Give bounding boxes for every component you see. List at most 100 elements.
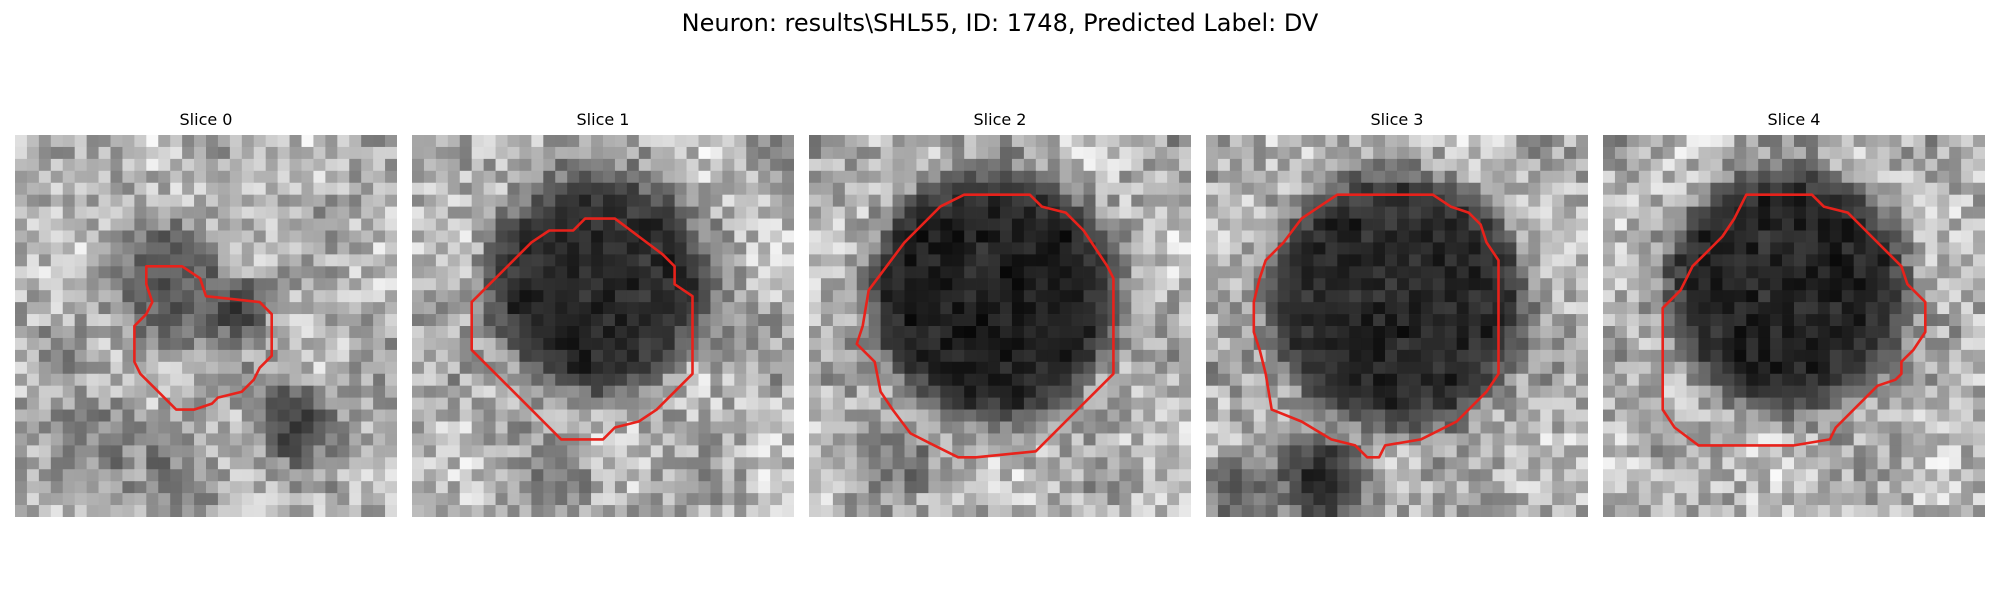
pixel (325, 314, 338, 327)
pixel (614, 182, 628, 196)
pixel (531, 481, 544, 494)
pixel (182, 397, 195, 410)
pixel (698, 206, 711, 219)
pixel (301, 230, 314, 243)
pixel (1552, 170, 1565, 184)
pixel (1710, 337, 1723, 351)
pixel (277, 421, 290, 434)
pixel (412, 266, 425, 279)
pixel (134, 385, 147, 398)
pixel (1528, 481, 1541, 494)
pixel (976, 481, 989, 494)
pixel (1603, 158, 1616, 172)
pixel (289, 469, 302, 482)
pixel (15, 218, 28, 231)
pixel (880, 337, 893, 351)
pixel (1059, 469, 1072, 482)
pixel (1480, 194, 1493, 207)
pixel (1626, 337, 1640, 351)
pixel (832, 349, 846, 363)
pixel (1853, 349, 1866, 363)
pixel (638, 433, 652, 446)
pixel (976, 385, 989, 398)
pixel (1167, 361, 1180, 375)
pixel (988, 230, 1001, 243)
pixel (385, 493, 397, 506)
pixel (614, 230, 628, 243)
pixel (868, 493, 881, 506)
pixel (770, 194, 783, 207)
pixel (650, 278, 664, 291)
pixel (1373, 337, 1386, 351)
pixel (1698, 278, 1711, 291)
pixel (1650, 146, 1664, 160)
pixel (746, 469, 759, 482)
pixel (1301, 135, 1314, 148)
pixel (447, 206, 461, 219)
pixel (1925, 218, 1938, 231)
pixel (928, 230, 941, 243)
pixel (1528, 421, 1541, 434)
pixel (1023, 349, 1037, 363)
pixel (1397, 385, 1410, 398)
pixel (1217, 457, 1231, 470)
pixel (495, 337, 508, 351)
pixel (1179, 314, 1191, 327)
pixel (555, 385, 568, 398)
pixel (976, 278, 989, 291)
pixel (1516, 170, 1529, 184)
pixel (952, 158, 965, 172)
pixel (1626, 349, 1640, 363)
pixel (638, 457, 652, 470)
pixel (86, 290, 99, 303)
pixel (988, 409, 1001, 422)
pixel (710, 266, 723, 279)
pixel (928, 457, 941, 470)
pixel (1528, 170, 1541, 184)
pixel (1277, 373, 1290, 387)
pixel (1373, 290, 1386, 303)
pixel (74, 385, 87, 398)
pixel (746, 361, 759, 375)
pixel (746, 409, 759, 422)
pixel (1564, 278, 1577, 291)
pixel (952, 337, 965, 351)
pixel (1770, 218, 1783, 231)
pixel (1638, 242, 1652, 255)
pixel (832, 302, 846, 315)
pixel (1385, 182, 1398, 196)
pixel (15, 230, 28, 243)
pixel (1313, 182, 1326, 196)
pixel (15, 290, 28, 303)
pixel (1095, 337, 1108, 351)
pixel (1913, 218, 1926, 231)
pixel (674, 230, 687, 243)
pixel (1229, 170, 1243, 184)
pixel (1504, 397, 1517, 410)
pixel (1083, 290, 1096, 303)
pixel (1686, 326, 1699, 339)
pixel (1540, 278, 1553, 291)
pixel (158, 206, 171, 219)
pixel (1480, 433, 1493, 446)
pixel (1540, 397, 1553, 410)
pixel (471, 302, 484, 315)
pixel (170, 182, 183, 196)
pixel (1662, 385, 1675, 398)
pixel (277, 373, 290, 387)
pixel (638, 385, 652, 398)
pixel (758, 218, 771, 231)
pixel (98, 469, 111, 482)
pixel (349, 445, 362, 458)
pixel (385, 230, 397, 243)
pixel (1385, 397, 1398, 410)
pixel (1397, 421, 1410, 434)
pixel (1107, 254, 1120, 267)
pixel (1698, 146, 1711, 160)
pixel (1119, 302, 1132, 315)
pixel (385, 314, 397, 327)
pixel (543, 457, 556, 470)
pixel (1143, 290, 1156, 303)
pixel (1313, 158, 1326, 172)
pixel (1385, 158, 1398, 172)
